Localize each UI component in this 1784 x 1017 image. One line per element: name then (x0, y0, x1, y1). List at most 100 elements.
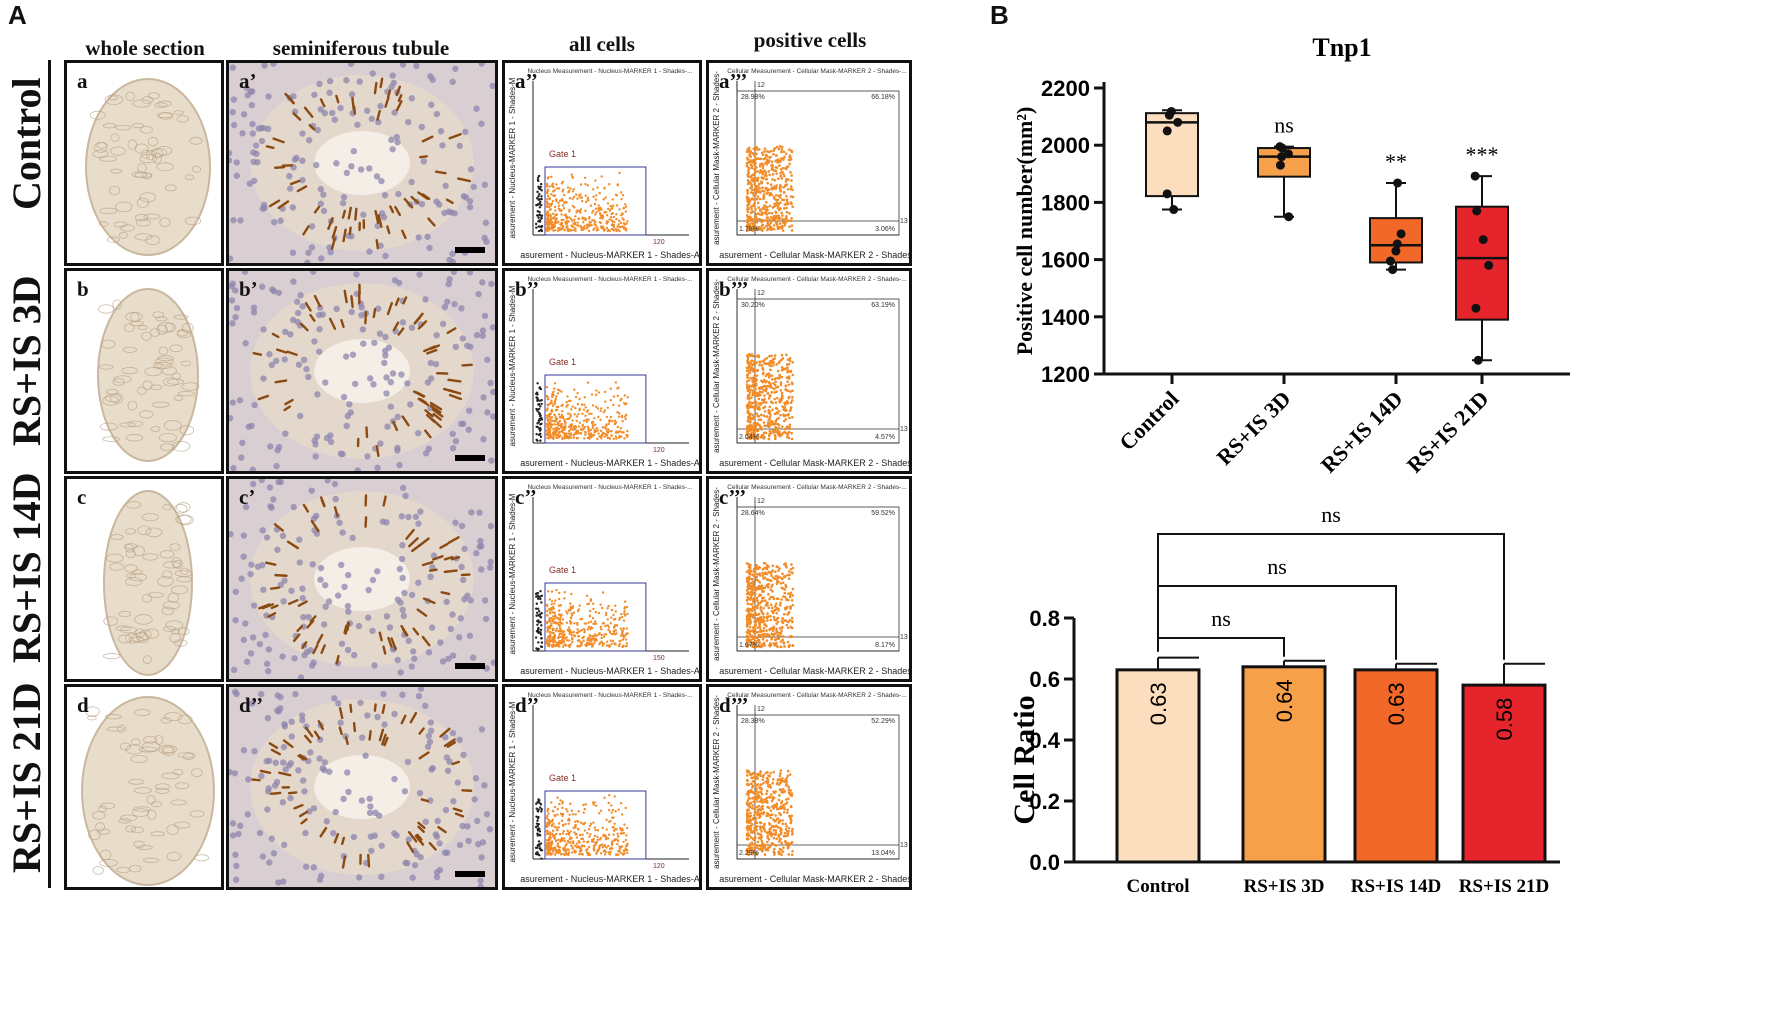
tubule-texture (125, 549, 137, 558)
nucleus (452, 343, 460, 351)
nucleus (400, 612, 408, 620)
positive-cell-dot (753, 381, 757, 385)
nucleus (396, 565, 404, 573)
positive-cell-dot (758, 164, 762, 168)
tubule-texture (189, 810, 205, 818)
positive-cell-dot (770, 637, 774, 640)
positive-cell-dot (770, 187, 774, 191)
cell-dot-outside (538, 412, 542, 415)
tubule-texture (134, 709, 151, 717)
cell-dot (611, 826, 614, 829)
all-cells-scatter: Nucleus Measurement - Nucleus-MARKER 1 -… (508, 68, 699, 260)
cell-dot (555, 221, 558, 225)
cell-dot (598, 642, 601, 646)
tubule-texture (174, 569, 193, 577)
positive-spermatid (395, 100, 403, 112)
positive-cell-dot (770, 390, 774, 394)
positive-cell-dot (780, 145, 784, 149)
positive-cell-dot (768, 218, 772, 221)
nucleus (250, 309, 258, 316)
cell-dot (568, 630, 572, 634)
positive-cell-dot (774, 435, 777, 439)
cell-dot-outside (537, 179, 540, 183)
positive-cell-dot (765, 213, 769, 216)
cell-dot (574, 227, 577, 230)
nucleus (310, 271, 317, 275)
tubule-texture (160, 717, 172, 724)
positive-cell-dot (787, 788, 791, 791)
cell-dot (611, 808, 615, 812)
tile-label: a’ (239, 69, 257, 93)
nucleus (468, 509, 475, 516)
nucleus (364, 107, 371, 114)
nucleus (398, 555, 406, 563)
positive-spermatid (382, 495, 387, 507)
cell-dot (553, 427, 557, 430)
positive-cell-dot (784, 388, 787, 391)
column-header-positive-cells: positive cells (753, 28, 867, 52)
cell-dot (549, 436, 552, 439)
positive-spermatid (375, 239, 380, 250)
cell-dot (624, 203, 627, 206)
positive-cell-dot (750, 197, 754, 200)
positive-spermatid (426, 348, 438, 355)
cell-dot (602, 198, 605, 201)
nucleus (391, 710, 398, 718)
cell-dot (562, 812, 565, 816)
cell-dot (626, 826, 629, 830)
cell-dot (614, 629, 618, 632)
nucleus (371, 339, 378, 347)
nucleus (449, 78, 456, 85)
cell-dot (612, 403, 615, 407)
positive-cell-dot (762, 388, 766, 392)
cell-dot (607, 207, 610, 211)
nucleus (245, 423, 252, 430)
nucleus (251, 401, 258, 409)
positive-cell-dot (751, 376, 755, 380)
positive-cell-dot (788, 211, 791, 215)
cell-dot-outside (538, 387, 541, 390)
positive-spermatid (434, 170, 447, 175)
cell-dot (589, 221, 593, 224)
cell-dot (600, 636, 603, 640)
positive-cell-dot (759, 827, 762, 831)
cell-dot (612, 229, 616, 232)
positive-cell-dot (748, 223, 752, 227)
tubule-texture (127, 139, 138, 150)
cell-dot (558, 621, 562, 624)
cell-dot (581, 425, 584, 428)
positive-cell-dot (789, 789, 792, 792)
nucleus (382, 333, 389, 341)
cell-dot (546, 609, 549, 613)
positive-cell-dot (750, 433, 753, 437)
positive-cell-dot (773, 437, 777, 441)
positive-cell-dot (753, 592, 757, 596)
nucleus (249, 466, 256, 471)
positive-cell-dot (771, 408, 774, 412)
tubule-texture (145, 527, 163, 538)
cell-dot (550, 193, 553, 196)
cell-dot-outside (535, 197, 539, 200)
positive-cell-dot (746, 387, 750, 390)
positive-cell-dot (759, 630, 762, 633)
cell-dot (620, 415, 624, 419)
nucleus (460, 751, 467, 759)
tubule-texture (109, 185, 121, 196)
nucleus (298, 712, 306, 719)
cell-dot (551, 636, 554, 639)
cell-dot-outside (539, 631, 542, 635)
cell-dot (573, 388, 576, 391)
positive-spermatid (448, 133, 462, 140)
positive-cell-dot (752, 601, 755, 604)
positive-cell-dot (752, 580, 755, 584)
cell-dot-outside (540, 195, 543, 198)
scatter-x-axis-label: asurement - Cellular Mask-MARKER 2 - Sha… (719, 458, 909, 468)
cell-dot-outside (539, 435, 543, 439)
tubule-texture (120, 814, 138, 822)
positive-spermatid (451, 760, 461, 766)
nucleus (449, 729, 457, 737)
positive-cell-dot (769, 595, 773, 599)
cell-dot (546, 809, 549, 813)
positive-cell-dot (746, 621, 749, 624)
cell-dot-outside (536, 817, 540, 820)
